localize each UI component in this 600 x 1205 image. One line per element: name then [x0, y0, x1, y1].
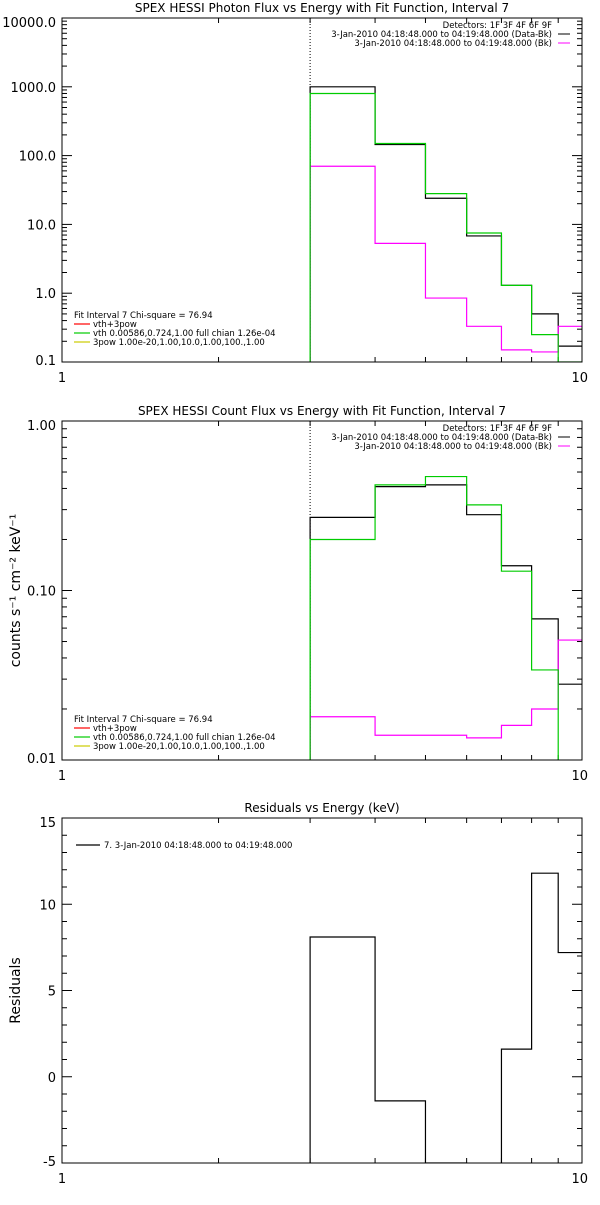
series-residuals — [309, 872, 582, 1163]
chart-title: SPEX HESSI Photon Flux vs Energy with Fi… — [135, 1, 509, 15]
series-vth — [309, 475, 559, 760]
x-tick-label: 1 — [58, 371, 66, 386]
x-tick-label: 10 — [571, 769, 588, 784]
y-tick-label: 0.10 — [27, 585, 56, 600]
y-tick-label: 100.0 — [19, 150, 56, 165]
y-tick-label: 15 — [39, 816, 56, 831]
legend-header: Fit Interval 7 Chi-square = 76.94 — [74, 311, 213, 321]
info-line: 3-Jan-2010 04:18:48.000 to 04:19:48.000 … — [331, 30, 552, 40]
legend-entry: vth+3pow — [93, 724, 137, 734]
legend-header: Fit Interval 7 Chi-square = 76.94 — [74, 715, 213, 725]
y-axis-label: Residuals — [8, 957, 24, 1023]
y-tick-label: 10.0 — [27, 218, 56, 233]
series-bk — [309, 165, 582, 362]
chart-title: Residuals vs Energy (keV) — [244, 801, 399, 815]
info-line: 3-Jan-2010 04:18:48.000 to 04:19:48.000 … — [331, 433, 552, 443]
y-tick-label: 5 — [48, 985, 56, 1000]
plot-area — [309, 18, 582, 362]
axes-frame — [61, 17, 583, 363]
info-line: Detectors: 1F 3F 4F 6F 9F — [443, 424, 552, 434]
x-tick-label: 1 — [58, 1172, 66, 1187]
panel-3: Residuals vs Energy (keV) 1 10 -5 0 5 10 15 Resi… — [8, 801, 588, 1187]
y-axis-label: counts s⁻¹ cm⁻² keV⁻¹ — [8, 514, 24, 668]
series-bk — [309, 639, 582, 760]
legend-entry: vth+3pow — [93, 320, 137, 330]
series-vth — [309, 92, 582, 362]
legend-entry: 3pow 1.00e-20,1.00,10.0,1.00,100.,1.00 — [93, 338, 265, 348]
axes-frame — [61, 817, 583, 1164]
x-tick-label: 10 — [571, 1172, 588, 1187]
y-tick-label: 0.01 — [27, 752, 56, 767]
info-line: 3-Jan-2010 04:18:48.000 to 04:19:48.000 … — [354, 39, 552, 49]
x-tick-label: 1 — [58, 769, 66, 784]
y-tick-label: -5 — [43, 1155, 56, 1170]
y-tick-label: 10 — [39, 898, 56, 913]
y-tick-label: 10000.0 — [2, 16, 56, 31]
legend-entry: 7. 3-Jan-2010 04:18:48.000 to 04:19:48.0… — [104, 841, 292, 851]
y-tick-label: 1.0 — [35, 287, 56, 302]
y-tick-label: 1.00 — [27, 419, 56, 434]
x-tick-label: 10 — [571, 371, 588, 386]
info-line: Detectors: 1F 3F 4F 6F 9F — [443, 21, 552, 31]
y-tick-label: 0 — [48, 1071, 56, 1086]
panel-1: SPEX HESSI Photon Flux vs Energy with Fi… — [2, 1, 588, 386]
info-line: 3-Jan-2010 04:18:48.000 to 04:19:48.000 … — [354, 442, 552, 452]
legend-entry: vth 0.00586,0.724,1.00 full chian 1.26e-… — [93, 329, 276, 339]
y-tick-label: 0.1 — [35, 354, 56, 369]
chart-title: SPEX HESSI Count Flux vs Energy with Fit… — [138, 404, 506, 418]
panel-2: SPEX HESSI Count Flux vs Energy with Fit… — [8, 404, 588, 784]
plot-area — [309, 872, 582, 1163]
axes-frame — [61, 420, 583, 761]
y-tick-label: 1000.0 — [11, 81, 57, 96]
legend-entry: vth 0.00586,0.724,1.00 full chian 1.26e-… — [93, 733, 276, 743]
plot-area — [309, 421, 582, 760]
legend-entry: 3pow 1.00e-20,1.00,10.0,1.00,100.,1.00 — [93, 742, 265, 752]
